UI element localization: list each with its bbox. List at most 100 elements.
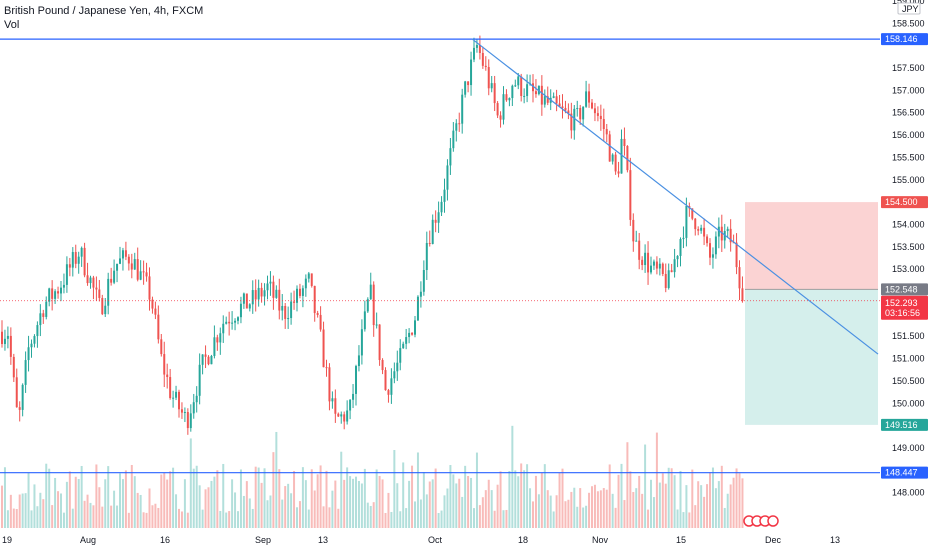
candle-body <box>741 288 744 301</box>
volume-bar <box>644 444 647 528</box>
currency-badge[interactable]: JPY <box>897 2 921 15</box>
volume-bar <box>655 432 658 528</box>
volume-bar <box>192 468 195 528</box>
candle-body <box>611 154 614 162</box>
candle-body <box>446 165 449 190</box>
volume-bar <box>77 479 80 528</box>
volume-bar <box>399 511 402 528</box>
time-axis[interactable]: 19 Aug 16 Sep 13 Oct 18 Nov 15 Dec 13 <box>0 530 932 550</box>
candle-body <box>552 96 555 98</box>
volume-bar <box>180 511 183 528</box>
candle-body <box>24 360 27 385</box>
candle-body <box>301 288 304 296</box>
stop-loss-zone[interactable] <box>745 202 878 290</box>
candle-body <box>334 398 337 414</box>
candle-body <box>402 343 405 349</box>
price-tick-label: 157.500 <box>892 63 925 73</box>
volume-bar <box>110 505 113 528</box>
candle-body <box>293 301 296 303</box>
volume-bar <box>496 484 499 528</box>
candle-body <box>455 123 458 131</box>
volume-bar <box>71 508 74 528</box>
candle-body <box>490 83 493 89</box>
volume-bar <box>204 489 207 528</box>
candle-body <box>269 281 272 284</box>
price-tick-label: 151.000 <box>892 354 925 364</box>
volume-bar <box>331 490 334 528</box>
candle-body <box>225 321 228 324</box>
candle-body <box>508 98 511 101</box>
volume-bar <box>231 479 234 528</box>
candle-body <box>493 83 496 104</box>
volume-bar <box>682 512 685 528</box>
take-profit-zone[interactable] <box>745 289 878 425</box>
level-price-tag: 148.447 <box>881 466 928 479</box>
candle-body <box>729 228 732 243</box>
volume-bar <box>340 451 343 528</box>
candle-body <box>310 273 313 286</box>
volume-bar <box>260 482 263 528</box>
volume-bar <box>363 468 366 528</box>
volume-bar <box>537 494 540 528</box>
volume-bar <box>534 475 537 528</box>
volume-bar <box>585 505 588 528</box>
candle-body <box>582 106 585 120</box>
candle-body <box>45 301 48 317</box>
candle-body <box>605 129 608 135</box>
candle-body <box>464 81 467 95</box>
volume-bar <box>369 505 372 528</box>
volume-bar <box>714 488 717 528</box>
volume-bar <box>464 465 467 528</box>
candle-body <box>71 252 74 268</box>
volume-bar <box>602 488 605 528</box>
candle-body <box>691 208 694 219</box>
event-markers[interactable] <box>743 515 779 527</box>
candle-body <box>9 335 12 357</box>
volume-bar <box>735 468 738 528</box>
candle-body <box>263 290 266 297</box>
volume-bar <box>298 501 301 528</box>
candle-body <box>30 343 33 348</box>
volume-bar <box>726 493 729 528</box>
candle-body <box>532 83 534 92</box>
position-zones <box>745 202 878 425</box>
volume-bar <box>136 492 139 528</box>
volume-bar <box>254 466 257 528</box>
candle-body <box>682 237 685 240</box>
candle-body <box>201 354 204 365</box>
volume-bar <box>86 494 89 528</box>
volume-bar <box>532 501 534 528</box>
volume-bar <box>80 465 83 528</box>
drawing-lines[interactable] <box>0 38 880 474</box>
candle-body <box>278 289 281 311</box>
volume-bar <box>567 499 570 528</box>
candle-body <box>298 288 301 296</box>
volume-bar <box>360 483 363 528</box>
volume-bar <box>700 485 703 528</box>
candle-body <box>154 308 157 315</box>
volume-bar <box>263 468 266 528</box>
price-axis[interactable]: 159.000158.500157.500157.000156.500156.0… <box>880 0 932 550</box>
trendline[interactable] <box>471 38 879 355</box>
price-tick-label: 157.000 <box>892 85 925 95</box>
candle-body <box>104 305 107 315</box>
volume-bar <box>375 469 378 528</box>
volume-bar <box>189 438 192 528</box>
volume-bar <box>352 478 355 528</box>
candle-body <box>316 313 319 315</box>
volume-bar <box>540 472 543 528</box>
volume-bar <box>245 481 248 528</box>
volume-bar <box>732 477 735 528</box>
candle-body <box>275 289 278 298</box>
candle-body <box>57 291 60 294</box>
candle-body <box>623 138 626 147</box>
economic-event-icon[interactable] <box>767 515 779 527</box>
volume-bar <box>310 469 313 528</box>
candle-body <box>68 264 71 268</box>
candle-body <box>478 44 481 53</box>
time-tick-label: 16 <box>160 535 170 545</box>
volume-bar <box>65 481 68 528</box>
volume-bar <box>24 493 27 528</box>
candle-body <box>629 170 632 220</box>
